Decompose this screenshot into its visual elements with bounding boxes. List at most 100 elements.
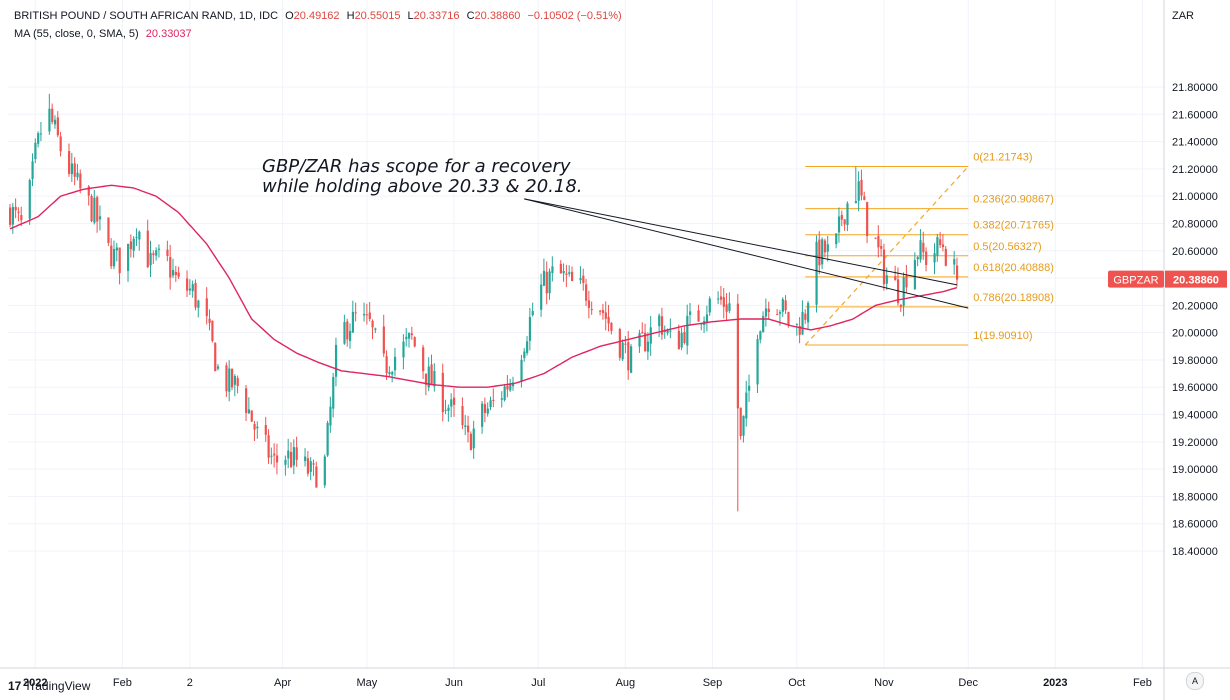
candle-body <box>925 251 928 265</box>
candle-body <box>663 330 666 333</box>
candle-body <box>686 315 689 346</box>
candle-body <box>697 310 700 322</box>
x-tick-label: Jun <box>445 677 463 689</box>
x-tick-label: Oct <box>788 677 805 689</box>
candle-body <box>349 331 352 341</box>
candle-body <box>402 341 405 358</box>
candle-body <box>39 133 43 135</box>
candle-body <box>736 303 739 409</box>
candle-body <box>778 312 782 314</box>
symbol-title: BRITISH POUND / SOUTH AFRICAN RAND, 1D, … <box>14 10 279 22</box>
candle-body <box>545 271 548 294</box>
x-tick-label: 2023 <box>1043 677 1067 689</box>
candle-body <box>332 376 335 409</box>
candle-body <box>166 249 169 256</box>
candle-body <box>253 423 256 430</box>
currency-label: ZAR <box>1172 10 1194 22</box>
candle-body <box>326 422 329 456</box>
ma-label: MA (55, close, 0, SMA, 5) <box>14 28 139 40</box>
candle-body <box>666 330 669 334</box>
candle-body <box>936 237 939 256</box>
change-value: −0.10502 (−0.51%) <box>527 10 622 22</box>
candle-body <box>79 173 82 189</box>
y-tick-label: 19.80000 <box>1172 355 1218 367</box>
candle-body <box>885 275 888 284</box>
candle-body <box>37 133 40 144</box>
candle-body <box>17 211 20 213</box>
candle-body <box>284 459 287 465</box>
candle-body <box>559 263 562 274</box>
candle-body <box>815 241 818 305</box>
candle-body <box>939 239 942 246</box>
y-tick-label: 18.40000 <box>1172 546 1218 558</box>
chart-annotation[interactable]: GBP/ZAR has scope for a recovery while h… <box>262 156 583 197</box>
high-value: 20.55015 <box>354 10 401 22</box>
candle-body <box>638 333 641 347</box>
candle-body <box>660 316 664 335</box>
candle-body <box>393 356 397 371</box>
candle-body <box>115 247 118 251</box>
candle-body <box>953 259 956 265</box>
price-tag-symbol-bg <box>1108 270 1164 288</box>
candle-body <box>798 325 801 335</box>
tradingview-brand[interactable]: 17 TradingView <box>8 679 90 693</box>
fib-level-label: 1(19.90910) <box>973 330 1032 342</box>
open-value: 20.49162 <box>293 10 340 22</box>
candle-body <box>228 368 231 392</box>
candle-body <box>837 216 841 233</box>
price-tag-value: 20.38860 <box>1173 275 1219 287</box>
y-tick-label: 19.00000 <box>1172 464 1218 476</box>
candle-body <box>93 197 96 223</box>
candle-body <box>447 407 450 411</box>
candle-body <box>582 275 585 284</box>
y-tick-label: 19.40000 <box>1172 410 1218 422</box>
candle-body <box>11 207 15 225</box>
candle-body <box>840 215 843 220</box>
candle-body <box>146 230 149 268</box>
candle-body <box>717 298 720 300</box>
candle-body <box>804 313 807 320</box>
open-label: O <box>285 10 294 22</box>
candle-body <box>391 371 394 375</box>
candle-body <box>205 298 208 317</box>
candle-body <box>919 240 922 260</box>
candle-body <box>767 308 770 312</box>
candle-body <box>585 284 588 301</box>
candle-body <box>821 239 824 265</box>
candle-body <box>571 271 574 281</box>
candle-body <box>941 244 945 248</box>
fibonacci-retracement[interactable]: 0(21.21743) 0.236(20.90867) 0.382(20.71765… <box>804 152 1054 346</box>
candle-body <box>922 242 925 253</box>
trend-lines[interactable] <box>524 198 969 309</box>
candle-body <box>273 453 276 456</box>
candle-body <box>292 447 296 466</box>
candle-body <box>705 314 709 323</box>
candle-body <box>214 343 217 372</box>
candle-body <box>719 296 723 300</box>
candle-body <box>604 312 607 319</box>
candle-body <box>905 275 908 288</box>
candle-body <box>315 466 318 488</box>
candle-body <box>607 316 610 324</box>
candle-body <box>323 456 326 486</box>
candle-body <box>542 270 546 286</box>
candle-body <box>304 456 307 462</box>
candle-body <box>216 366 220 369</box>
auto-scale-button[interactable]: A <box>1186 672 1204 690</box>
candle-body <box>742 415 745 436</box>
candle-body <box>846 203 849 226</box>
candle-body <box>188 288 192 291</box>
candle-body <box>312 463 315 465</box>
candle-body <box>230 368 234 388</box>
candle-body <box>152 253 155 256</box>
candle-body <box>618 329 621 358</box>
annotation-line-2: while holding above 20.33 & 20.18. <box>262 176 583 197</box>
x-tick-label: 2 <box>187 677 193 689</box>
candle-body <box>860 179 863 196</box>
candle-body <box>511 382 515 387</box>
candle-body <box>818 239 821 266</box>
candle-body <box>469 433 473 451</box>
candle-body <box>472 428 475 449</box>
ma-legend[interactable]: MA (55, close, 0, SMA, 5) 20.33037 <box>14 28 192 40</box>
